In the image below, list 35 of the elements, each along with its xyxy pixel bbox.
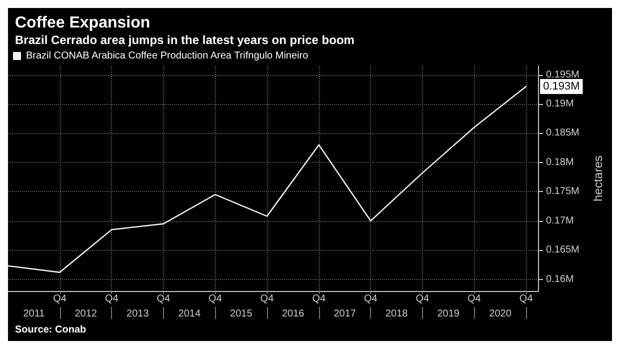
x-tick-label: Q4 — [416, 294, 430, 304]
x-tick-label: Q4 — [53, 294, 67, 304]
x2-tick-label: 2017 — [334, 308, 356, 320]
y-tick-label: 0.19M — [546, 98, 574, 110]
source-note: Source: Conab — [15, 324, 86, 336]
y-tick-label: 0.17M — [546, 215, 574, 226]
y-tick-label: 0.18M — [546, 156, 574, 168]
y-axis-title: hectares — [591, 155, 605, 202]
y-tick-label: 0.16M — [546, 274, 574, 285]
x-tick-label: Q4 — [208, 294, 222, 304]
x-tick-label: Q4 — [468, 294, 482, 304]
x-tick-label: Q4 — [364, 294, 378, 304]
y-tick-label: 0.185M — [546, 128, 580, 139]
y-tick-label: 0.175M — [546, 186, 580, 198]
x2-tick-label: 2020 — [489, 308, 512, 320]
x-tick-label: Q4 — [312, 294, 326, 304]
legend-label: Brazil CONAB Arabica Coffee Production Area Trifngulo Mineiro — [26, 50, 309, 62]
x-tick-label: Q4 — [105, 294, 119, 304]
x2-tick-label: 2014 — [178, 308, 201, 320]
x-tick-label: Q4 — [519, 294, 534, 304]
x2-tick-label: 2013 — [126, 308, 150, 320]
x-tick-label: Q4 — [156, 294, 171, 304]
x2-tick-label: 2012 — [74, 308, 98, 320]
y-tick-label: 0.195M — [546, 69, 580, 80]
y-tick-label: 0.165M — [546, 244, 580, 256]
chart-title: Coffee Expansion — [15, 14, 150, 32]
x2-tick-label: 2019 — [437, 308, 460, 320]
x2-tick-label: 2016 — [282, 308, 305, 320]
line-series — [8, 86, 527, 273]
data-label: 0.193M — [543, 80, 580, 92]
x2-tick-label: 2018 — [385, 308, 408, 320]
x2-tick-label: 2015 — [230, 308, 253, 320]
chart-subtitle: Brazil Cerrado area jumps in the latest years on price boom — [15, 33, 354, 47]
x2-tick-label: 2011 — [23, 308, 46, 320]
x-tick-label: Q4 — [260, 294, 274, 304]
